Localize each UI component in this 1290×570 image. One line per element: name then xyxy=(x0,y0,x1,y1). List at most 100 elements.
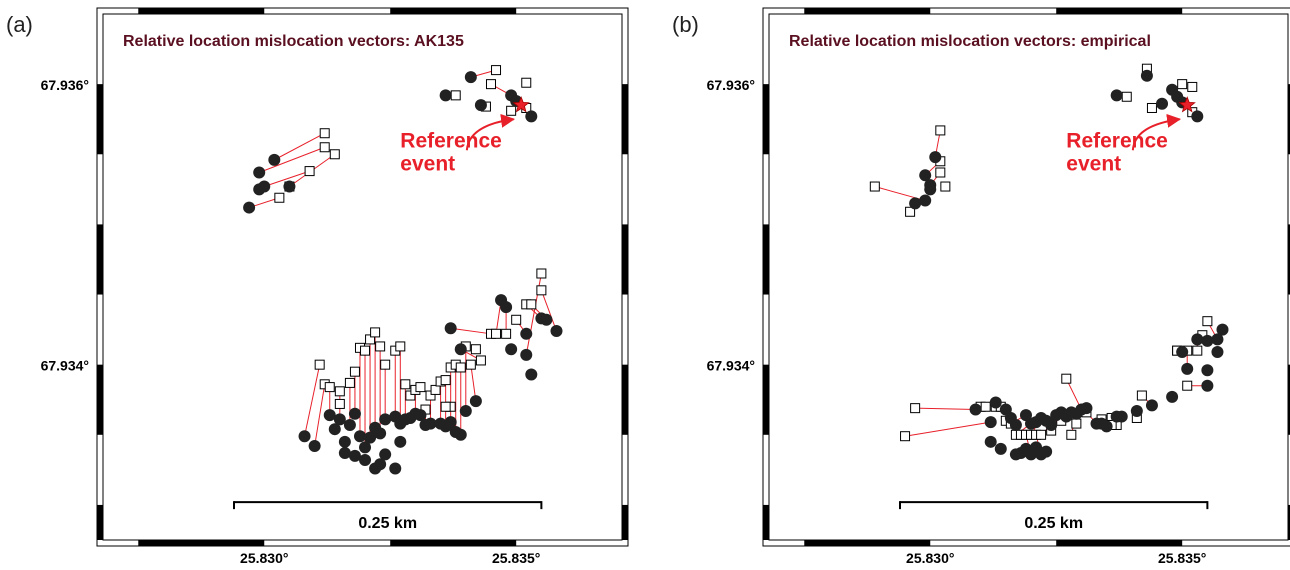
location-circle xyxy=(1216,323,1229,336)
location-circle xyxy=(1045,418,1058,431)
mislocation-vector xyxy=(450,327,492,335)
location-square xyxy=(365,334,376,345)
location-square xyxy=(1121,91,1132,102)
location-square xyxy=(1182,380,1193,391)
location-circle xyxy=(1176,346,1189,359)
location-circle xyxy=(984,416,997,429)
frame-bar-right xyxy=(1288,224,1290,295)
location-circle xyxy=(1030,441,1043,454)
mislocation-vector xyxy=(314,384,326,447)
frame-bar-bottom xyxy=(1056,540,1183,546)
location-square xyxy=(1066,429,1077,440)
location-square xyxy=(329,149,340,160)
mislocation-vector xyxy=(470,364,477,402)
location-square xyxy=(501,328,512,339)
location-circle xyxy=(540,313,553,326)
location-circle xyxy=(1201,379,1214,392)
mislocation-vector xyxy=(540,290,557,332)
x-tick-label: 25.835° xyxy=(492,550,540,566)
location-circle xyxy=(333,413,346,426)
frame-bar-right xyxy=(622,504,628,540)
location-square xyxy=(395,341,406,352)
location-circle xyxy=(1156,97,1169,110)
frame-bar-bottom xyxy=(390,540,517,546)
location-square xyxy=(344,377,355,388)
mislocation-vector xyxy=(304,364,321,437)
location-circle xyxy=(500,301,513,314)
location-square xyxy=(430,384,441,395)
location-circle xyxy=(374,427,387,440)
location-square xyxy=(324,382,335,393)
frame-bar-left xyxy=(97,84,103,155)
location-circle xyxy=(253,183,266,196)
location-square xyxy=(465,359,476,370)
map-title: Relative location mislocation vectors: e… xyxy=(789,33,1151,50)
location-circle xyxy=(1140,69,1153,82)
location-circle xyxy=(454,343,467,356)
location-circle xyxy=(1145,399,1158,412)
location-circle xyxy=(525,110,538,123)
location-square xyxy=(375,341,386,352)
panel-a: (a) Relative location mislocation vectors… xyxy=(6,7,629,566)
location-circle xyxy=(454,428,467,441)
x-tick-label: 25.830° xyxy=(906,550,954,566)
map-frame xyxy=(762,7,1290,547)
location-square xyxy=(526,299,537,310)
location-square xyxy=(380,359,391,370)
location-square xyxy=(370,327,381,338)
location-square xyxy=(905,206,916,217)
mislocation-vector xyxy=(264,170,310,188)
frame-bar-top xyxy=(390,8,517,14)
location-square xyxy=(980,401,991,412)
location-circle xyxy=(424,417,437,430)
map-title: Relative location mislocation vectors: A… xyxy=(123,33,464,50)
location-circle xyxy=(394,435,407,448)
location-circle xyxy=(924,183,937,196)
location-circle xyxy=(1100,420,1113,433)
frame-bar-right xyxy=(1288,504,1290,540)
location-square xyxy=(405,390,416,401)
location-circle xyxy=(989,396,1002,409)
location-square xyxy=(511,314,522,325)
frame-bar-left xyxy=(97,224,103,295)
location-square xyxy=(506,105,517,116)
reference-label: event xyxy=(400,152,455,175)
location-circle xyxy=(984,435,997,448)
location-circle xyxy=(364,431,377,444)
location-square xyxy=(475,355,486,366)
location-circle xyxy=(459,404,472,417)
y-tick-label: 67.934° xyxy=(41,358,89,374)
location-square xyxy=(400,379,411,390)
location-circle xyxy=(1019,442,1032,455)
location-circle xyxy=(379,413,392,426)
location-square xyxy=(910,403,921,414)
location-circle xyxy=(1191,110,1204,123)
location-circle xyxy=(1130,404,1143,417)
location-circle xyxy=(1181,362,1194,375)
location-circle xyxy=(1201,334,1214,347)
location-square xyxy=(440,401,451,412)
reference-arrow xyxy=(465,113,516,151)
frame-bar-left xyxy=(763,504,769,540)
location-circle xyxy=(348,407,361,420)
location-square xyxy=(360,345,371,356)
frame-bar-right xyxy=(1288,84,1290,155)
location-square xyxy=(1177,79,1188,90)
frame-bar-left xyxy=(763,224,769,295)
location-circle xyxy=(969,403,982,416)
x-tick-label: 25.835° xyxy=(1158,550,1206,566)
location-circle xyxy=(520,348,533,361)
location-square xyxy=(1192,345,1203,356)
location-square xyxy=(304,166,315,177)
location-circle xyxy=(1009,418,1022,431)
panel-b: (b) Relative location mislocation vectors… xyxy=(672,7,1290,566)
frame-bar-left xyxy=(763,84,769,155)
reference-event-star xyxy=(1178,96,1196,113)
location-circle xyxy=(268,153,281,166)
location-square xyxy=(314,359,325,370)
location-circle xyxy=(283,180,296,193)
location-circle xyxy=(389,462,402,475)
location-circle xyxy=(520,327,533,340)
location-square xyxy=(425,390,436,401)
